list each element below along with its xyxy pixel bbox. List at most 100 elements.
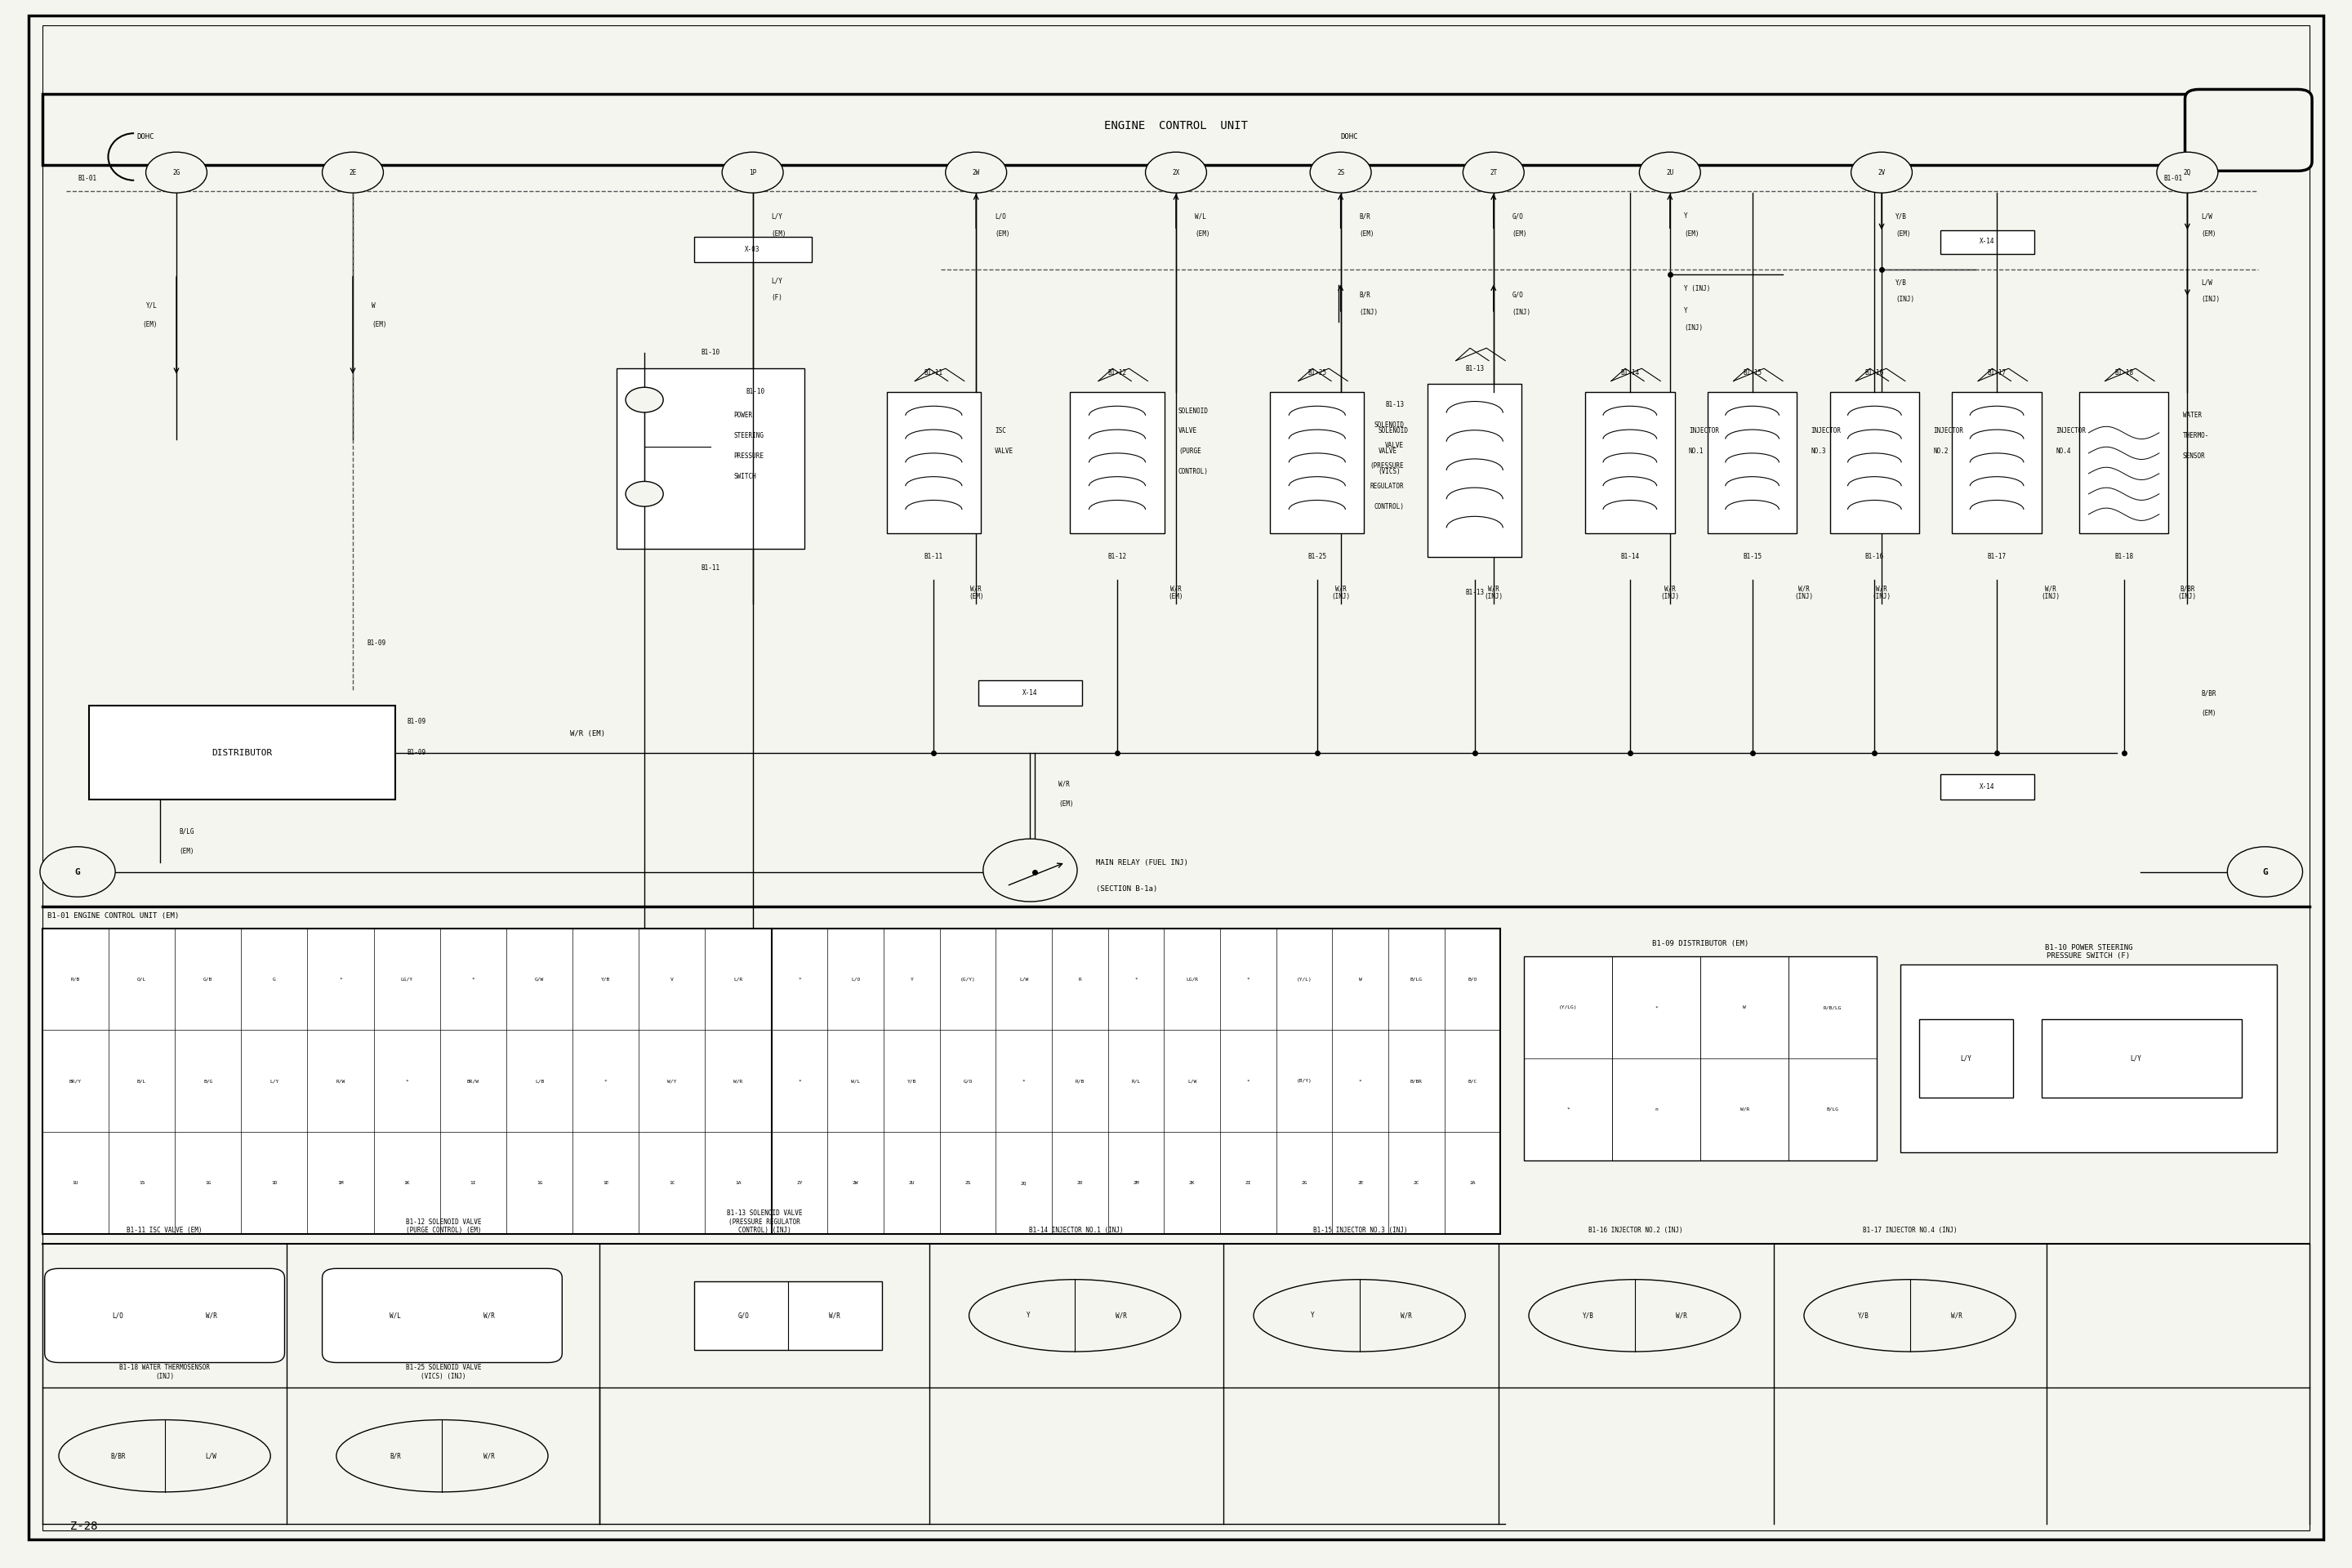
Text: 2G: 2G [1301,1181,1308,1185]
Text: B1-17: B1-17 [1987,370,2006,376]
Text: B1-09: B1-09 [407,718,426,724]
Text: L/Y: L/Y [771,213,783,220]
Bar [1428,384,1522,557]
Text: B1-18 WATER THERMOSENSOR
(INJ): B1-18 WATER THERMOSENSOR (INJ) [120,1364,209,1380]
Text: MAIN RELAY (FUEL INJ): MAIN RELAY (FUEL INJ) [1096,859,1188,866]
Text: B1-25: B1-25 [1308,370,1327,376]
Text: ISC: ISC [995,428,1007,434]
Bar [616,368,804,549]
Text: B1-14: B1-14 [1621,554,1639,560]
Text: G/O: G/O [1512,292,1524,298]
Text: 2S: 2S [1336,169,1345,176]
Text: L/R: L/R [734,977,743,982]
Text: B/R: B/R [1359,213,1371,220]
Text: L/W: L/W [2201,213,2213,220]
Text: LG/R: LG/R [1185,977,1197,982]
Text: Y/B: Y/B [1858,1312,1870,1319]
Text: VALVE: VALVE [1178,428,1197,434]
Text: 2X: 2X [1171,169,1181,176]
Text: (EM): (EM) [372,321,386,328]
Text: *: * [1359,1079,1362,1083]
Text: W/R
(INJ): W/R (INJ) [1872,585,1891,601]
Text: 2S: 2S [964,1181,971,1185]
Text: L/W: L/W [1018,977,1028,982]
Text: SENSOR: SENSOR [2183,453,2206,459]
Text: 1E: 1E [602,1181,609,1185]
Bar [694,237,811,262]
Text: W/R: W/R [1399,1312,1411,1319]
Text: (EM): (EM) [1684,230,1698,237]
Text: W/Y: W/Y [668,1079,677,1083]
Text: B/R: B/R [390,1452,402,1460]
Bar [42,928,1501,1234]
Text: X-14: X-14 [1023,690,1037,696]
Text: W/R
(INJ): W/R (INJ) [1661,585,1679,601]
Text: W/R: W/R [1950,1312,1962,1319]
Text: (INJ): (INJ) [2201,296,2220,303]
Bar [887,392,981,533]
Text: 2E: 2E [348,169,358,176]
Text: L/Y: L/Y [2131,1055,2140,1062]
Bar [2079,392,2169,533]
Bar [1919,1019,2013,1098]
Text: G: G [273,977,275,982]
Text: 2Q: 2Q [1021,1181,1028,1185]
Circle shape [1310,152,1371,193]
Text: (F): (F) [771,295,783,301]
Text: DOHC: DOHC [1341,133,1357,140]
Bar [1940,775,2034,800]
Text: 2Q: 2Q [2183,169,2192,176]
Text: W/L: W/L [390,1312,402,1319]
Text: X-14: X-14 [1980,238,1994,245]
Text: W/R
(EM): W/R (EM) [1169,585,1183,601]
Text: *: * [797,977,802,982]
Bar [42,94,2253,165]
Text: B1-12: B1-12 [1108,370,1127,376]
Circle shape [146,152,207,193]
Text: 2M: 2M [1134,1181,1138,1185]
Text: (INJ): (INJ) [1359,309,1378,315]
Text: (EM): (EM) [771,230,786,237]
Bar [1585,392,1675,533]
Text: Y: Y [1025,1312,1030,1319]
Text: 2C: 2C [1414,1181,1421,1185]
Text: 2E: 2E [1357,1181,1364,1185]
Text: R/B/LG: R/B/LG [1823,1005,1842,1010]
Text: W/R
(EM): W/R (EM) [969,585,983,601]
Text: B1-10: B1-10 [701,350,720,356]
Circle shape [983,839,1077,902]
Text: 2Y: 2Y [797,1181,802,1185]
Text: *: * [1656,1005,1658,1010]
Bar [1900,964,2277,1152]
Bar [978,681,1082,706]
Text: R/W: R/W [336,1079,346,1083]
Text: 2K: 2K [1190,1181,1195,1185]
Text: B1-09: B1-09 [407,750,426,756]
Text: W/R
(INJ): W/R (INJ) [2042,585,2060,601]
Text: B/O: B/O [1468,977,1477,982]
Text: *: * [1247,1079,1249,1083]
Bar [1270,392,1364,533]
Text: G/B: G/B [205,977,212,982]
Text: B1-11: B1-11 [701,564,720,571]
Text: W/R
(INJ): W/R (INJ) [1484,585,1503,601]
Text: (SECTION B-1a): (SECTION B-1a) [1096,886,1157,892]
FancyBboxPatch shape [322,1269,562,1363]
Text: (INJ): (INJ) [1684,325,1703,331]
Text: (VICS): (VICS) [1378,469,1402,475]
Text: *: * [797,1079,802,1083]
Text: W/L: W/L [851,1079,861,1083]
Circle shape [2227,847,2303,897]
Text: R: R [1080,977,1082,982]
Text: L/B: L/B [534,1079,543,1083]
Text: (B/Y): (B/Y) [1296,1079,1312,1083]
Text: INJECTOR: INJECTOR [2056,428,2086,434]
Text: W/R: W/R [734,1079,743,1083]
Text: *: * [1247,977,1249,982]
Text: (EM): (EM) [1512,230,1526,237]
Text: NO.1: NO.1 [1689,448,1703,455]
Circle shape [40,847,115,897]
Text: L/Y: L/Y [270,1079,280,1083]
Text: Y: Y [1310,1312,1315,1319]
Text: B1-14: B1-14 [1621,370,1639,376]
